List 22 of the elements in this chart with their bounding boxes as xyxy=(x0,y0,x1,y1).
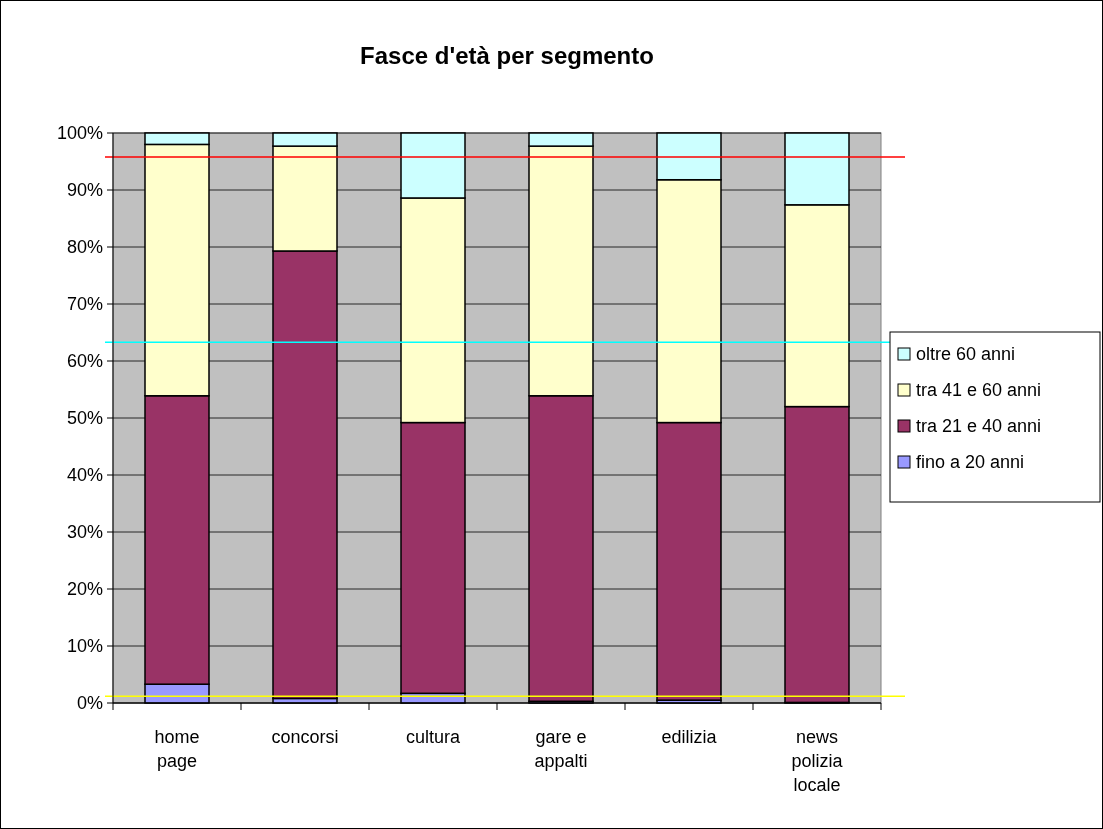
x-tick-label: edilizia xyxy=(661,727,718,747)
legend-label: tra 41 e 60 anni xyxy=(916,380,1042,401)
y-tick-label: 70% xyxy=(66,294,103,315)
y-tick-label: 90% xyxy=(66,180,103,201)
y-tick-label: 10% xyxy=(66,636,103,657)
y-tick-label: 30% xyxy=(66,522,103,543)
x-tick-label: home page xyxy=(154,727,200,771)
x-tick-label: news polizia locale xyxy=(791,727,844,795)
chart-title: Fasce d'età per segmento xyxy=(360,42,654,69)
y-tick-label: 100% xyxy=(56,123,103,144)
y-tick-label: 40% xyxy=(66,465,103,486)
legend-label: tra 21 e 40 anni xyxy=(916,416,1042,437)
x-tick-label: cultura xyxy=(405,727,461,747)
y-tick-label: 60% xyxy=(66,351,103,372)
x-tick-label: gare e appalti xyxy=(534,727,588,771)
y-tick-label: 20% xyxy=(66,579,103,600)
x-tick-label: concorsi xyxy=(271,727,339,747)
y-tick-label: 50% xyxy=(66,408,103,429)
y-tick-label: 0% xyxy=(76,693,103,714)
y-tick-label: 80% xyxy=(66,237,103,258)
legend-label: fino a 20 anni xyxy=(916,452,1025,473)
legend-label: oltre 60 anni xyxy=(916,344,1016,365)
